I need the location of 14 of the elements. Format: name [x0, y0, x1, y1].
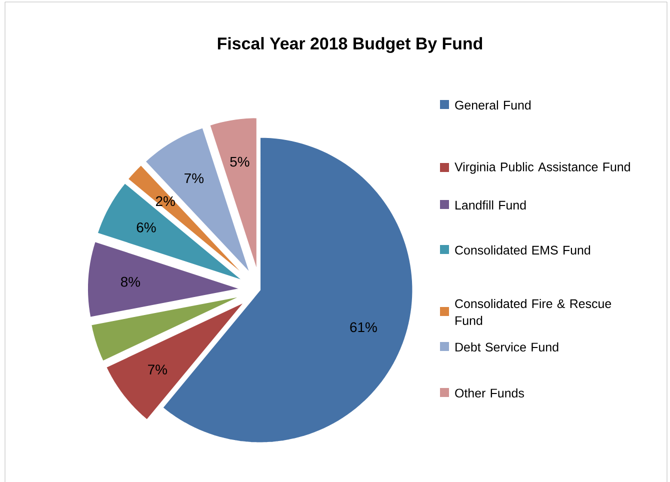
legend-label: Virginia Public Assistance Fund: [454, 162, 630, 174]
data-label: 5%: [230, 156, 250, 167]
legend-label: General Fund: [455, 100, 531, 110]
data-label: 7%: [184, 173, 204, 184]
data-label: 7%: [148, 364, 168, 374]
data-label: 8%: [120, 276, 140, 287]
chart-title: Fiscal Year 2018 Budget By Fund: [218, 37, 482, 53]
legend-label: Debt Service Fund: [456, 342, 558, 352]
legend-label: Landfill Fund: [456, 200, 526, 210]
data-label: 6%: [136, 222, 156, 232]
legend-label: Consolidated EMS Fund: [455, 245, 590, 255]
legend-label: Consolidated Fire & Rescue Fund: [455, 298, 612, 326]
data-label: 61%: [350, 322, 377, 332]
legend-label: Other Funds: [455, 388, 524, 398]
